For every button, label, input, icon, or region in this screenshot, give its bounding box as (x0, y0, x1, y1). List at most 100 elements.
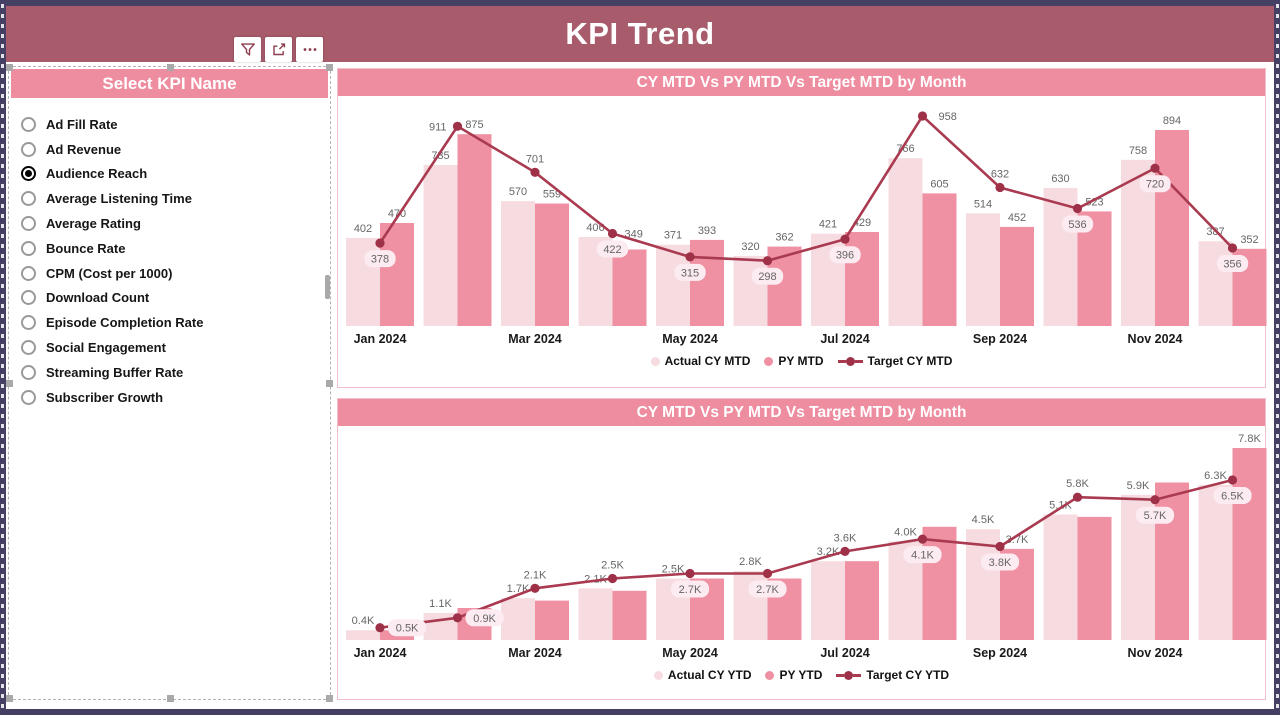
svg-text:315: 315 (681, 267, 699, 279)
svg-text:May 2024: May 2024 (662, 646, 718, 660)
svg-text:422: 422 (603, 244, 621, 256)
svg-text:632: 632 (991, 168, 1009, 180)
legend-item-target[interactable]: Target CY YTD (836, 668, 949, 682)
legend-item-actual[interactable]: Actual CY MTD (650, 354, 750, 368)
radio-icon[interactable] (21, 389, 36, 405)
legend-item-py[interactable]: PY YTD (765, 668, 822, 682)
radio-icon[interactable] (21, 141, 36, 157)
svg-text:371: 371 (664, 230, 682, 242)
kpi-option-download-count[interactable]: Download Count (21, 286, 330, 311)
radio-icon[interactable] (21, 265, 36, 281)
svg-text:605: 605 (930, 178, 948, 190)
svg-text:523: 523 (1085, 196, 1103, 208)
kpi-option-ad-revenue[interactable]: Ad Revenue (21, 137, 330, 162)
ytd-chart-legend: Actual CY YTD PY YTD Target CY YTD (338, 668, 1265, 682)
kpi-option-audience-reach[interactable]: Audience Reach (21, 162, 330, 187)
kpi-option-social-engagement[interactable]: Social Engagement (21, 335, 330, 360)
svg-text:Mar 2024: Mar 2024 (508, 332, 562, 346)
resize-handle-top-left[interactable] (6, 64, 13, 71)
svg-text:Jul 2024: Jul 2024 (820, 646, 869, 660)
resize-handle-right-middle[interactable] (326, 380, 333, 387)
more-options-button[interactable] (296, 37, 323, 62)
svg-text:911: 911 (429, 121, 447, 133)
kpi-option-episode-completion-rate[interactable]: Episode Completion Rate (21, 310, 330, 335)
radio-icon[interactable] (21, 364, 36, 380)
radio-icon[interactable] (21, 166, 36, 182)
visual-toolbar (234, 37, 323, 62)
x-axis-labels: Jan 2024 Mar 2024 May 2024 Jul 2024 Sep 2024… (354, 646, 1183, 660)
svg-text:Nov 2024: Nov 2024 (1128, 646, 1183, 660)
x-axis-labels: Jan 2024 Mar 2024 May 2024 Jul 2024 Sep 2024… (354, 332, 1183, 346)
kpi-option-label: Ad Revenue (46, 141, 122, 157)
svg-text:630: 630 (1051, 173, 1069, 185)
svg-text:720: 720 (1146, 179, 1164, 191)
svg-text:Jul 2024: Jul 2024 (820, 332, 869, 346)
target-markers-and-labels: 378 911 701 422 315 298 396 958 632 536 720 356 (364, 111, 1249, 285)
svg-text:6.5K: 6.5K (1221, 491, 1244, 503)
ytd-chart-plot: 0.4K1.1K1.7K2.1K2.5K2.8K3.2K4.0K4.5K3.7K… (346, 433, 1267, 660)
svg-text:0.4K: 0.4K (352, 615, 375, 627)
svg-text:3.7K: 3.7K (1006, 534, 1029, 546)
kpi-option-label: Bounce Rate (46, 240, 126, 256)
svg-text:May 2024: May 2024 (662, 332, 718, 346)
resize-handle-bottom-right[interactable] (326, 695, 333, 702)
svg-text:536: 536 (1068, 219, 1086, 231)
svg-text:2.7K: 2.7K (756, 584, 779, 596)
resize-handle-top-middle[interactable] (166, 64, 174, 71)
app-header: KPI Trend (6, 6, 1274, 62)
target-markers-and-labels: 0.5K 0.9K 2.1K 2.5K 2.7K 2.7K 3.6K 4.1K 3.8K 5.8K… (375, 475, 1252, 637)
svg-text:758: 758 (1129, 145, 1147, 157)
svg-text:3.6K: 3.6K (834, 532, 857, 544)
more-options-icon (300, 40, 320, 59)
kpi-option-ad-fill-rate[interactable]: Ad Fill Rate (21, 112, 330, 137)
mtd-chart-visual: CY MTD Vs PY MTD Vs Target MTD by Month … (337, 68, 1267, 388)
slicer-scrollbar-thumb[interactable] (325, 275, 330, 299)
svg-text:320: 320 (741, 241, 759, 253)
radio-icon[interactable] (21, 216, 36, 232)
resize-handle-left-middle[interactable] (6, 380, 13, 387)
resize-handle-top-right[interactable] (326, 64, 333, 71)
kpi-option-average-listening-time[interactable]: Average Listening Time (21, 186, 330, 211)
svg-text:2.5K: 2.5K (601, 559, 624, 571)
kpi-option-bounce-rate[interactable]: Bounce Rate (21, 236, 330, 261)
svg-text:5.1K: 5.1K (1049, 499, 1072, 511)
radio-icon[interactable] (21, 315, 36, 331)
radio-icon[interactable] (21, 191, 36, 207)
ytd-chart-title: CY MTD Vs PY MTD Vs Target MTD by Month (338, 399, 1265, 426)
svg-text:570: 570 (509, 186, 527, 198)
radio-icon[interactable] (21, 290, 36, 306)
svg-text:Sep 2024: Sep 2024 (973, 332, 1027, 346)
page-title: KPI Trend (565, 16, 715, 51)
mtd-chart-title: CY MTD Vs PY MTD Vs Target MTD by Month (338, 69, 1265, 96)
svg-text:5.9K: 5.9K (1127, 480, 1150, 492)
radio-icon[interactable] (21, 340, 36, 356)
svg-text:352: 352 (1240, 234, 1258, 246)
svg-text:875: 875 (465, 119, 483, 131)
kpi-option-label: Download Count (46, 290, 150, 306)
legend-label: Actual CY YTD (667, 668, 752, 682)
kpi-option-average-rating[interactable]: Average Rating (21, 211, 330, 236)
kpi-option-subscriber-growth[interactable]: Subscriber Growth (21, 385, 330, 410)
svg-text:298: 298 (758, 271, 776, 283)
focus-mode-button[interactable] (265, 37, 292, 62)
kpi-option-label: Episode Completion Rate (46, 315, 204, 331)
svg-text:0.9K: 0.9K (473, 613, 496, 625)
legend-item-target[interactable]: Target CY MTD (837, 354, 952, 368)
svg-text:Jan 2024: Jan 2024 (354, 332, 407, 346)
svg-text:Nov 2024: Nov 2024 (1128, 332, 1183, 346)
legend-item-py[interactable]: PY MTD (764, 354, 824, 368)
resize-handle-bottom-middle[interactable] (166, 695, 174, 702)
legend-label: PY YTD (779, 668, 823, 682)
kpi-option-label: Audience Reach (46, 166, 148, 182)
kpi-option-cpm-cost-per-1000[interactable]: CPM (Cost per 1000) (21, 261, 330, 286)
filter-button[interactable] (234, 37, 261, 62)
target-legend-swatch (836, 670, 862, 680)
slicer-title: Select KPI Name (11, 69, 328, 98)
resize-handle-bottom-left[interactable] (6, 695, 13, 702)
radio-icon[interactable] (21, 116, 36, 132)
kpi-option-label: Ad Fill Rate (46, 116, 118, 132)
radio-icon[interactable] (21, 240, 36, 256)
legend-item-actual[interactable]: Actual CY YTD (653, 668, 752, 682)
page-selection-dashes-left (1, 4, 4, 711)
kpi-option-streaming-buffer-rate[interactable]: Streaming Buffer Rate (21, 360, 330, 385)
